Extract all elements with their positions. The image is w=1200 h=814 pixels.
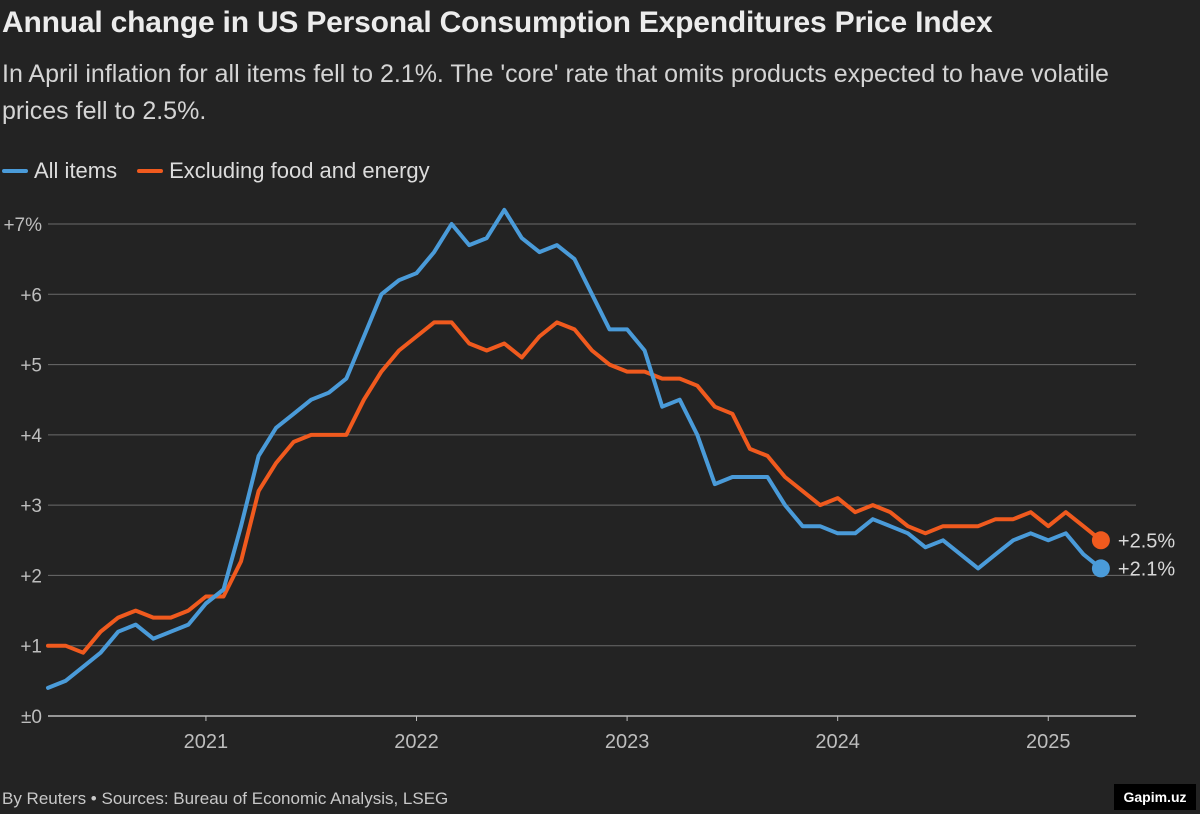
y-tick-label: +6 [20, 285, 42, 306]
x-axis-ticks: 2021 2022 2023 2024 2025 [184, 716, 1071, 753]
series-lines [46, 207, 1103, 690]
end-label-core: +2.5% [1118, 530, 1175, 552]
x-tick-label: 2022 [394, 731, 439, 753]
grid-lines [48, 223, 1136, 717]
end-marker-core [1091, 531, 1110, 550]
x-tick-label: 2024 [815, 731, 860, 753]
chart-title: Annual change in US Personal Consumption… [2, 6, 993, 39]
y-tick-label: +2 [20, 566, 42, 587]
chart-subtitle: In April inflation for all items fell to… [2, 60, 1109, 125]
legend: All items Excluding food and energy [2, 158, 450, 184]
y-tick-label: +4 [20, 426, 42, 447]
legend-label-all-items: All items [34, 158, 118, 183]
end-marker-all-items [1091, 559, 1110, 578]
series-line-all-items [46, 207, 1103, 690]
series-line-core [46, 320, 1103, 655]
legend-item-all-items: All items [2, 158, 117, 184]
end-label-all-items: +2.1% [1118, 558, 1175, 580]
watermark-badge: Gapim.uz [1114, 784, 1196, 810]
y-tick-label: ±0 [21, 707, 42, 728]
y-tick-label: +7% [3, 215, 42, 236]
y-tick-label: +1 [20, 637, 42, 658]
x-tick-label: 2025 [1026, 731, 1071, 753]
legend-item-core: Excluding food and energy [137, 158, 430, 184]
source-footer: By Reuters • Sources: Bureau of Economic… [2, 789, 449, 808]
y-axis-ticks: ±0 +1 +2 +3 +4 +5 +6 +7% [3, 215, 42, 728]
legend-label-core: Excluding food and energy [169, 158, 430, 183]
y-tick-label: +3 [20, 496, 42, 517]
legend-swatch-core [137, 169, 164, 173]
x-tick-label: 2021 [184, 731, 229, 753]
end-markers: +2.1% +2.5% [1091, 530, 1175, 580]
x-tick-label: 2023 [605, 731, 650, 753]
legend-swatch-all-items [2, 169, 28, 173]
y-tick-label: +5 [20, 356, 42, 377]
